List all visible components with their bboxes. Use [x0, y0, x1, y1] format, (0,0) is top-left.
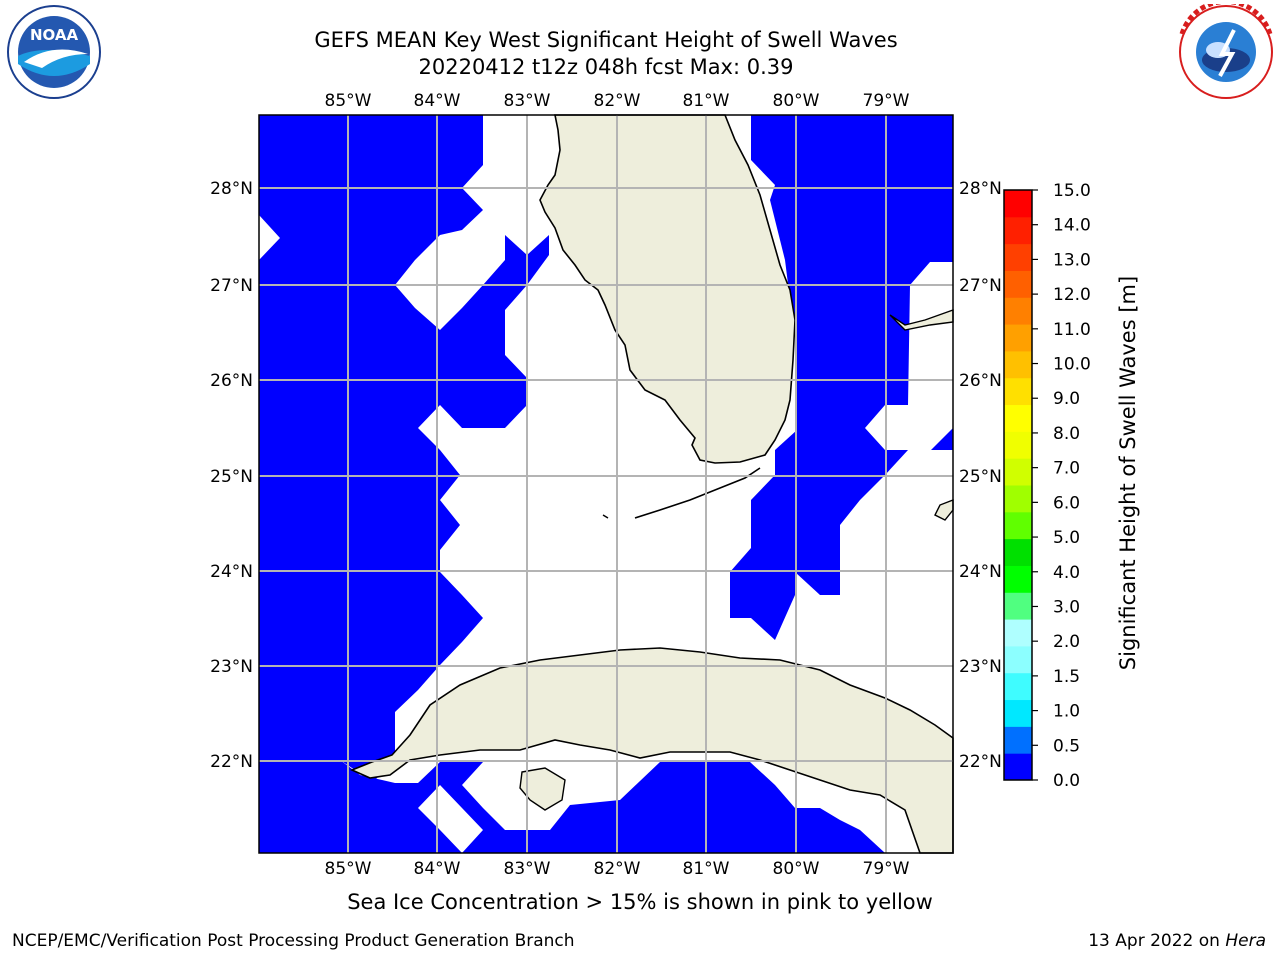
noaa-logo: NOAA: [7, 5, 101, 99]
colorbar-segment: [1004, 592, 1032, 620]
colorbar-tick-label: 0.5: [1053, 736, 1080, 756]
lat-label-left: 25°N: [210, 467, 253, 487]
colorbar-segment: [1004, 619, 1032, 647]
colorbar-segment: [1004, 565, 1032, 593]
map-gridlines: [259, 115, 953, 853]
colorbar-segment: [1004, 699, 1032, 727]
colorbar-tick-label: 14.0: [1053, 216, 1091, 236]
footer-date-text: 13 Apr 2022 on: [1088, 931, 1226, 951]
lon-label-bottom: 84°W: [414, 859, 461, 879]
lon-label-top: 81°W: [683, 91, 730, 111]
colorbar-segment: [1004, 190, 1032, 218]
colorbar-tick-label: 1.0: [1053, 702, 1080, 722]
lat-label-left: 24°N: [210, 562, 253, 582]
colorbar-segment: [1004, 726, 1032, 754]
swell-field-southwest: [259, 760, 885, 853]
lat-label-left: 23°N: [210, 657, 253, 677]
lat-label-left: 27°N: [210, 276, 253, 296]
colorbar-tick-label: 8.0: [1053, 424, 1080, 444]
lon-label-top: 83°W: [504, 91, 551, 111]
colorbar-tick-label: 7.0: [1053, 459, 1080, 479]
lon-label-top: 84°W: [414, 91, 461, 111]
map-frame: [259, 114, 954, 854]
swell-field-east-notch: [931, 428, 953, 450]
lon-label-top: 85°W: [325, 91, 372, 111]
lon-label-bottom: 85°W: [325, 859, 372, 879]
colorbar-tick-label: 0.0: [1053, 771, 1080, 791]
colorbar-tick-label: 6.0: [1053, 493, 1080, 513]
chart-title: GEFS MEAN Key West Significant Height of…: [314, 28, 898, 52]
colorbar-tick-label: 12.0: [1053, 285, 1091, 305]
colorbar-tick-label: 15.0: [1053, 181, 1091, 201]
lat-label-left: 28°N: [210, 179, 253, 199]
colorbar-segment: [1004, 485, 1032, 513]
colorbar: 0.0 0.5 1.0 1.5 2.0 3.0 4.0 5.0 6.0 7.0 8.0 9.0 10.0…: [1003, 181, 1091, 791]
colorbar-segment: [1004, 458, 1032, 486]
longitude-labels-top: 85°W 84°W 83°W 82°W 81°W 80°W 79°W: [325, 91, 910, 111]
latitude-labels-left: 28°N 27°N 26°N 25°N 24°N 23°N 22°N: [210, 179, 253, 772]
colorbar-segment: [1004, 538, 1032, 566]
colorbar-tick-label: 3.0: [1053, 597, 1080, 617]
florida-land: [539, 114, 796, 464]
lat-label-right: 28°N: [959, 179, 1002, 199]
lon-label-bottom: 82°W: [594, 859, 641, 879]
lat-label-left: 22°N: [210, 752, 253, 772]
colorbar-segment: [1004, 270, 1032, 298]
colorbar-tick-label: 2.0: [1053, 632, 1080, 652]
swell-field-southwest-gap: [418, 785, 483, 853]
colorbar-segment: [1004, 404, 1032, 432]
colorbar-tick-label: 13.0: [1053, 250, 1091, 270]
lon-label-top: 80°W: [773, 91, 820, 111]
swell-field-east: [730, 115, 953, 640]
lon-label-bottom: 80°W: [773, 859, 820, 879]
lon-label-bottom: 79°W: [863, 859, 910, 879]
colorbar-segment: [1004, 324, 1032, 352]
footer-host: Hera: [1225, 931, 1266, 951]
colorbar-tick-label: 9.0: [1053, 389, 1080, 409]
colorbar-tick-label: 11.0: [1053, 320, 1091, 340]
colorbar-border: [1003, 189, 1033, 781]
colorbar-segment: [1004, 350, 1032, 379]
footer-date: 13 Apr 2022 on Hera: [1088, 931, 1266, 951]
keys-fragment: [602, 514, 609, 519]
swell-field-west-notch: [259, 215, 280, 260]
footer-credit: NCEP/EMC/Verification Post Processing Pr…: [12, 931, 575, 951]
lon-label-bottom: 83°W: [504, 859, 551, 879]
colorbar-segment: [1004, 645, 1032, 674]
noaa-logo-text: NOAA: [30, 26, 79, 44]
lat-label-right: 22°N: [959, 752, 1002, 772]
isle-of-youth: [519, 767, 566, 811]
lat-label-right: 26°N: [959, 371, 1002, 391]
lat-label-right: 25°N: [959, 467, 1002, 487]
latitude-labels-right: 28°N 27°N 26°N 25°N 24°N 23°N 22°N: [959, 179, 1002, 772]
lon-label-top: 79°W: [863, 91, 910, 111]
lat-label-right: 27°N: [959, 276, 1002, 296]
colorbar-tick-label: 5.0: [1053, 528, 1080, 548]
lon-label-top: 82°W: [594, 91, 641, 111]
colorbar-segment: [1004, 216, 1032, 245]
colorbar-tick-label: 1.5: [1053, 667, 1080, 687]
colorbar-label: Significant Height of Swell Waves [m]: [1116, 275, 1140, 671]
chart-subtitle: 20220412 t12z 048h fcst Max: 0.39: [418, 55, 794, 79]
lat-label-left: 26°N: [210, 371, 253, 391]
colorbar-segment: [1004, 672, 1032, 701]
colorbar-segment: [1004, 377, 1032, 406]
colorbar-segment: [1004, 297, 1032, 325]
colorbar-segment: [1004, 431, 1032, 459]
bahamas-land: [889, 309, 954, 331]
longitude-labels-bottom: 85°W 84°W 83°W 82°W 81°W 80°W 79°W: [325, 859, 910, 879]
sea-ice-note: Sea Ice Concentration > 15% is shown in …: [347, 890, 933, 914]
lon-label-bottom: 81°W: [683, 859, 730, 879]
colorbar-segment: [1004, 753, 1032, 781]
lat-label-right: 23°N: [959, 657, 1002, 677]
map-border: [258, 114, 954, 854]
colorbar-segment: [1004, 511, 1032, 540]
colorbar-segment: [1004, 243, 1032, 271]
nws-logo: [1179, 4, 1273, 99]
swell-field-west: [259, 115, 549, 780]
lat-label-right: 24°N: [959, 562, 1002, 582]
colorbar-tick-label: 4.0: [1053, 563, 1080, 583]
colorbar-tick-label: 10.0: [1053, 355, 1091, 375]
